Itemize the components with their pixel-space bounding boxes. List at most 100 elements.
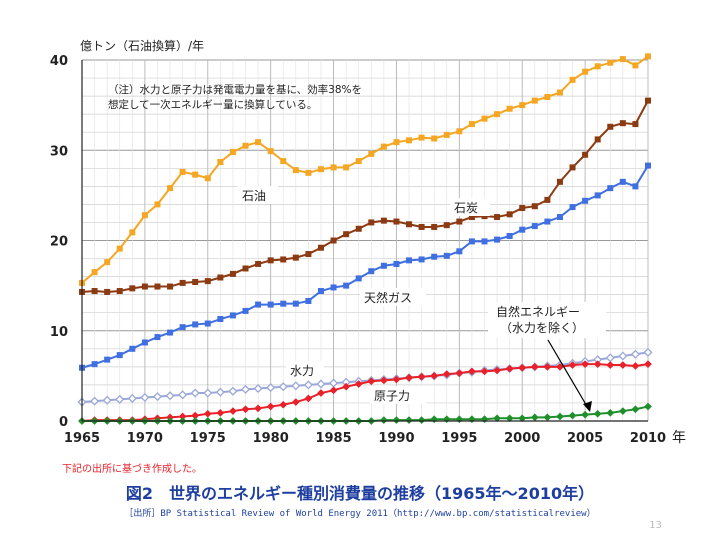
data-point bbox=[468, 121, 475, 128]
data-point bbox=[632, 121, 639, 128]
data-point bbox=[544, 218, 551, 225]
data-point bbox=[431, 223, 438, 230]
data-point bbox=[645, 162, 651, 169]
data-point bbox=[342, 382, 351, 391]
data-point bbox=[431, 253, 438, 260]
data-point bbox=[443, 222, 450, 229]
data-point bbox=[192, 171, 199, 178]
data-point bbox=[241, 405, 250, 414]
data-point bbox=[330, 237, 337, 244]
data-point bbox=[494, 111, 501, 118]
data-point bbox=[291, 398, 300, 407]
data-point bbox=[530, 362, 539, 371]
data-point bbox=[645, 97, 651, 104]
data-point bbox=[90, 396, 100, 406]
data-point bbox=[442, 370, 451, 379]
data-point bbox=[569, 204, 576, 211]
x-tick-label: 1995 bbox=[441, 431, 477, 446]
data-point bbox=[329, 386, 338, 395]
data-point bbox=[531, 97, 538, 104]
data-point bbox=[644, 360, 652, 369]
energy-consumption-chart: 0 10 20 30 40 1965 1970 1975 1980 1985 1990 1995 200… bbox=[50, 38, 686, 446]
data-point bbox=[582, 68, 589, 75]
data-point bbox=[443, 252, 450, 259]
note-line-1: （注）水力と原子力は発電電力量を基に、効率38%を bbox=[108, 83, 362, 96]
label-coal: 石炭 bbox=[454, 201, 478, 215]
data-point bbox=[467, 367, 476, 376]
data-point bbox=[607, 123, 614, 130]
label-renewables: 自然エネルギー bbox=[496, 304, 580, 319]
data-point bbox=[167, 329, 174, 336]
data-point bbox=[317, 166, 324, 173]
data-point bbox=[380, 262, 387, 269]
data-point bbox=[406, 221, 413, 228]
y-axis-label: 億トン（石油換算）/年 bbox=[80, 38, 204, 53]
data-point bbox=[430, 371, 439, 380]
data-point bbox=[228, 386, 238, 396]
data-point bbox=[217, 158, 224, 165]
series-2-line bbox=[81, 165, 649, 369]
data-point bbox=[618, 351, 628, 361]
data-point bbox=[618, 361, 627, 369]
data-point bbox=[418, 223, 425, 230]
data-point bbox=[141, 212, 148, 219]
data-point bbox=[380, 143, 387, 150]
data-point bbox=[292, 254, 299, 261]
data-point bbox=[140, 393, 150, 403]
data-point bbox=[531, 223, 538, 230]
data-point bbox=[242, 307, 249, 314]
data-point bbox=[129, 229, 136, 236]
data-point bbox=[317, 288, 324, 295]
renewables-arrowhead bbox=[583, 401, 592, 412]
data-point bbox=[129, 345, 136, 352]
label-hydro: 水力 bbox=[290, 364, 314, 378]
data-point bbox=[393, 139, 400, 146]
data-point bbox=[116, 288, 123, 295]
data-point bbox=[418, 256, 425, 263]
data-point bbox=[129, 285, 136, 292]
label-oil: 石油 bbox=[242, 189, 266, 203]
data-point bbox=[506, 105, 513, 112]
tick-labels: 0 10 20 30 40 1965 1970 1975 1980 1985 1990 1995 200… bbox=[50, 54, 666, 446]
data-point bbox=[393, 218, 400, 225]
data-point bbox=[380, 217, 387, 224]
label-nuclear: 原子力 bbox=[374, 389, 410, 403]
data-point bbox=[305, 169, 312, 176]
renewables-arrow bbox=[547, 339, 589, 409]
x-tick-label: 1975 bbox=[190, 431, 226, 446]
data-point bbox=[481, 213, 488, 220]
data-point bbox=[405, 373, 413, 382]
data-point bbox=[192, 321, 199, 328]
data-point bbox=[619, 120, 626, 127]
data-point bbox=[127, 393, 137, 403]
data-point bbox=[631, 361, 640, 370]
data-point bbox=[468, 214, 475, 221]
data-point bbox=[393, 260, 400, 267]
data-point bbox=[291, 381, 301, 391]
data-point bbox=[556, 412, 564, 421]
x-tick-label: 2010 bbox=[630, 431, 666, 446]
data-point bbox=[455, 415, 464, 424]
data-point bbox=[178, 390, 188, 400]
data-point bbox=[229, 149, 236, 156]
data-point bbox=[215, 387, 225, 397]
data-point bbox=[568, 361, 577, 369]
data-point bbox=[355, 275, 362, 282]
note-line-2: 想定して一次エネルギー量に換算している。 bbox=[108, 98, 317, 111]
data-point bbox=[179, 168, 186, 175]
data-point bbox=[494, 236, 501, 243]
data-point bbox=[330, 284, 337, 291]
data-point bbox=[379, 416, 388, 425]
data-point bbox=[367, 377, 376, 386]
data-point bbox=[104, 356, 111, 363]
data-point bbox=[368, 268, 375, 275]
data-point bbox=[594, 136, 601, 143]
data-point bbox=[329, 378, 339, 388]
data-point bbox=[278, 382, 288, 392]
data-point bbox=[91, 269, 98, 276]
data-point bbox=[569, 76, 576, 83]
data-point bbox=[456, 248, 463, 255]
data-point bbox=[442, 415, 451, 424]
data-point bbox=[569, 164, 576, 171]
data-point bbox=[568, 411, 577, 420]
